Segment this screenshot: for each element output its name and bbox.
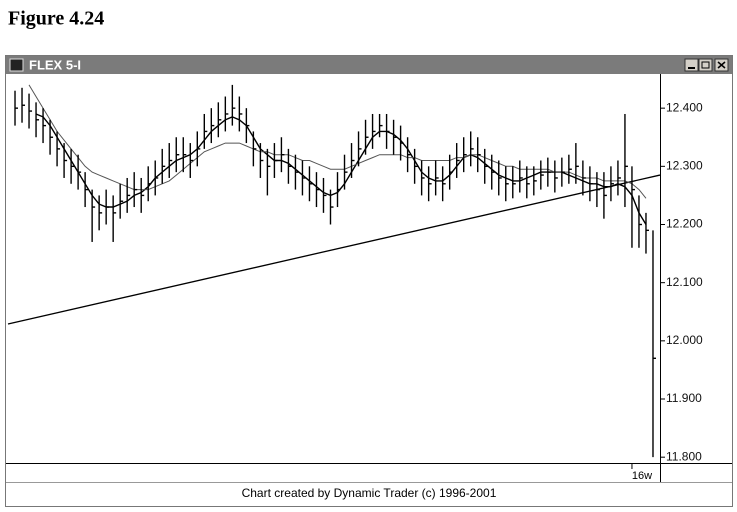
title-bar <box>6 56 732 74</box>
window-title: FLEX 5-I <box>29 57 81 72</box>
y-tick-label: 11.800 <box>666 449 702 463</box>
y-tick-label: 12.300 <box>666 159 703 173</box>
button-glyph <box>717 61 726 69</box>
maximize-button[interactable] <box>698 58 713 72</box>
y-tick-label: 12.100 <box>666 275 703 289</box>
trend-line <box>7 174 661 325</box>
minimize-button[interactable] <box>684 58 699 72</box>
y-tick-label: 12.400 <box>666 100 703 114</box>
moving-average <box>35 113 647 225</box>
footer: Chart created by Dynamic Trader (c) 1996… <box>242 486 497 500</box>
window-icon <box>9 58 24 72</box>
moving-average <box>28 84 647 199</box>
figure-label: Figure 4.24 <box>8 8 104 30</box>
window-frame <box>5 55 733 507</box>
window-buttons[interactable] <box>684 58 729 72</box>
button-glyph <box>701 61 710 69</box>
y-tick-label: 12.200 <box>666 217 703 231</box>
y-tick-label: 12.000 <box>666 333 703 347</box>
y-tick-label: 11.900 <box>666 391 702 405</box>
x-tick-label: 16w <box>632 470 652 482</box>
